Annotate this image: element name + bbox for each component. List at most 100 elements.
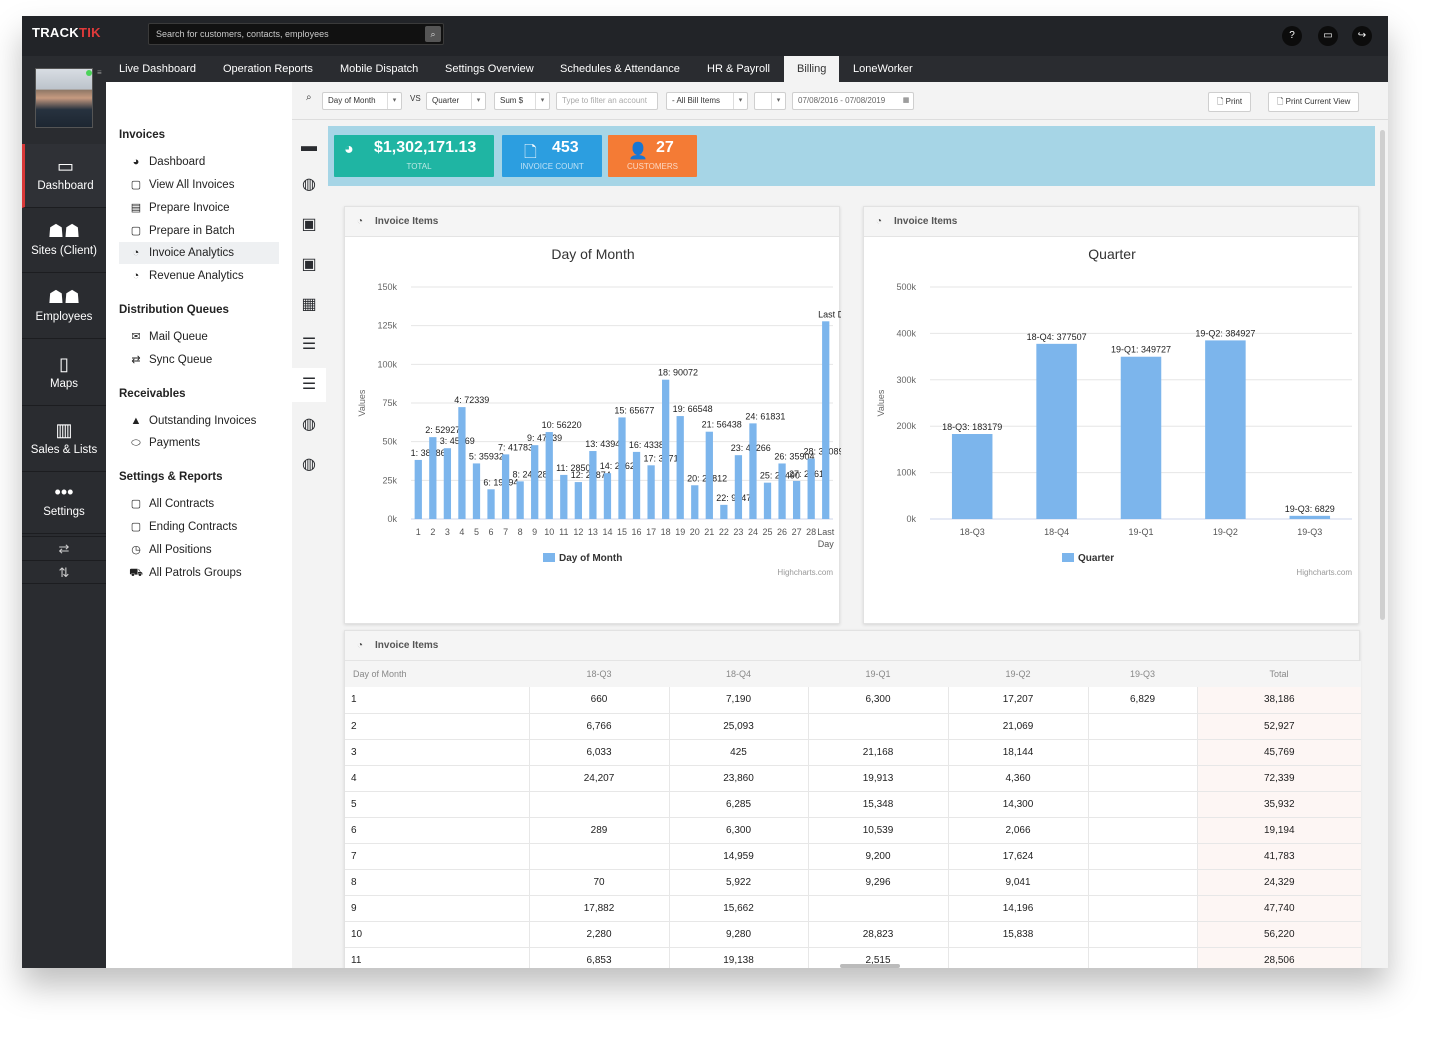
subnav-item-invoice-analytics[interactable]: ◔ Invoice Analytics (119, 242, 279, 264)
sidebar-item-sales-lists[interactable]: ▥ Sales & Lists (22, 408, 106, 472)
calendar-icon[interactable]: ▣ (301, 256, 317, 273)
x-tick-label: 18 (661, 527, 671, 537)
list-icon[interactable]: ☰ (292, 368, 326, 402)
chart-credits: Highcharts.com (1296, 568, 1352, 577)
subnav-item-all-positions[interactable]: ◷ All Positions (119, 539, 279, 561)
sidebar-item-label: Dashboard (37, 180, 94, 192)
tab-billing[interactable]: Billing (784, 56, 840, 82)
tab-operation-reports[interactable]: Operation Reports (223, 63, 313, 75)
globe-icon[interactable]: ◍ (302, 416, 316, 433)
horizontal-scrollbar[interactable] (840, 964, 900, 968)
hamburger-icon[interactable]: ≡ (97, 68, 102, 77)
group-by-select[interactable]: Day of Month ▾ (322, 92, 402, 110)
calendar-icon[interactable]: ▣ (301, 216, 317, 233)
table-cell: 7 (345, 843, 530, 870)
column-header[interactable]: 19-Q1 (808, 661, 948, 687)
list-icon[interactable]: ☰ (301, 336, 317, 353)
subnav-item-revenue-analytics[interactable]: ◔ Revenue Analytics (119, 265, 279, 287)
x-tick-label: 28 (806, 527, 816, 537)
globe-icon[interactable]: ◍ (302, 456, 316, 473)
tab-schedules-attendance[interactable]: Schedules & Attendance (560, 63, 680, 75)
share-icon[interactable]: ↪ (1352, 26, 1372, 46)
column-header[interactable]: Day of Month (345, 661, 529, 687)
tab-live-dashboard[interactable]: Live Dashboard (119, 63, 197, 75)
subnav-item-payments[interactable]: ⬭ Payments (119, 432, 279, 454)
subnav-item-all-contracts[interactable]: ▢ All Contracts (119, 493, 279, 515)
column-header[interactable]: Total (1197, 661, 1361, 687)
bar (487, 489, 495, 519)
bill-items-select[interactable]: - All Bill Items ▾ (666, 92, 748, 110)
compare-by-select[interactable]: Quarter ▾ (426, 92, 486, 110)
table-cell: 289 (529, 817, 670, 844)
chevron-down-icon: ▾ (733, 93, 747, 109)
sidebar-item-maps[interactable]: ▯ Maps (22, 342, 106, 406)
subnav-item-all-patrols-groups[interactable]: ⛟ All Patrols Groups (119, 562, 279, 584)
table-cell: 14,300 (948, 791, 1089, 818)
swap-vertical-icon[interactable]: ⇅ (22, 560, 106, 584)
bar (531, 445, 539, 519)
globe-icon[interactable]: ◍ (302, 176, 316, 193)
aggregate-select[interactable]: Sum $ ▾ (494, 92, 550, 110)
data-label: 22: 9147 (716, 493, 751, 503)
subnav-item-prepare-in-batch[interactable]: ▢ Prepare in Batch (119, 220, 279, 242)
x-tick-label: Day (818, 539, 835, 549)
table-cell: 11 (345, 947, 530, 968)
sidebar-item-employees[interactable]: ☗☗ Employees (22, 275, 106, 339)
account-filter-input[interactable]: Type to filter an account (556, 92, 658, 110)
data-label: 19-Q2: 384927 (1195, 328, 1255, 338)
sidebar-item-settings[interactable]: ••• Settings (22, 470, 106, 534)
subnav-item-mail-queue[interactable]: ✉ Mail Queue (119, 326, 279, 348)
subnav-item-ending-contracts[interactable]: ▢ Ending Contracts (119, 516, 279, 538)
tab-mobile-dispatch[interactable]: Mobile Dispatch (340, 63, 419, 75)
table-cell: 17,882 (529, 895, 670, 922)
swap-horizontal-icon[interactable]: ⇄ (22, 536, 106, 560)
grid-icon[interactable]: ▦ (301, 296, 317, 313)
x-tick-label: 23 (733, 527, 743, 537)
bar (807, 458, 815, 519)
print-button[interactable]: 🗋 Print (1208, 92, 1252, 112)
table-cell: 8 (345, 869, 530, 896)
subnav-item-prepare-invoice[interactable]: ▤ Prepare Invoice (119, 197, 279, 219)
search-icon[interactable]: ⌕ (425, 26, 441, 42)
bar (1289, 515, 1331, 519)
x-tick-label: 27 (792, 527, 802, 537)
subnav-item-sync-queue[interactable]: ⇄ Sync Queue (119, 349, 279, 371)
extra-select[interactable]: ▾ (754, 92, 786, 110)
tab-loneworker[interactable]: LoneWorker (853, 63, 913, 75)
y-tick-label: 0k (906, 514, 916, 524)
vertical-scrollbar[interactable] (1380, 130, 1385, 620)
table-cell (1088, 713, 1198, 740)
chevron-down-icon: ▾ (771, 93, 785, 109)
column-header[interactable]: 18-Q3 (529, 661, 669, 687)
subnav-item-view-all-invoices[interactable]: ▢ View All Invoices (119, 174, 279, 196)
print-current-view-button[interactable]: 🗋 Print Current View (1268, 92, 1360, 112)
column-header[interactable]: 19-Q2 (948, 661, 1088, 687)
tab-settings-overview[interactable]: Settings Overview (445, 63, 534, 75)
global-search-input[interactable]: Search for customers, contacts, employee… (148, 23, 444, 45)
tracktik-logo[interactable]: TRACKTIK (32, 25, 101, 40)
app-window: TRACKTIK Search for customers, contacts,… (22, 16, 1388, 968)
bar (516, 481, 524, 519)
y-tick-label: 50k (382, 437, 397, 447)
column-header[interactable]: 19-Q3 (1088, 661, 1197, 687)
table-cell (1088, 895, 1198, 922)
y-tick-label: 300k (896, 375, 916, 385)
table-row: 11 6,853 19,138 2,515 28,506 (345, 947, 1361, 968)
subnav-item-dashboard[interactable]: ◕ Dashboard (119, 151, 279, 173)
tab-hr-payroll[interactable]: HR & Payroll (707, 63, 770, 75)
table-cell: 7,190 (669, 687, 809, 714)
chevron-down-icon: ▾ (387, 93, 401, 109)
help-icon[interactable]: ? (1282, 26, 1302, 46)
search-icon[interactable]: ⌕ (306, 92, 312, 103)
table-cell: 17,624 (948, 843, 1089, 870)
display-icon[interactable]: ▭ (1318, 26, 1338, 46)
sidebar-item-dashboard[interactable]: ▭ Dashboard (22, 144, 106, 208)
date-range-input[interactable]: 07/08/2016 - 07/08/2019 ▦ (792, 92, 914, 110)
sidebar-item-sites[interactable]: ☗☗ Sites (Client) (22, 209, 106, 273)
sidebar-item-label: Employees (35, 311, 93, 323)
box-icon[interactable]: ▬ (301, 138, 317, 155)
user-profile[interactable]: ≡ (22, 56, 106, 140)
column-header[interactable]: 18-Q4 (669, 661, 808, 687)
subnav-item-outstanding-invoices[interactable]: ▲ Outstanding Invoices (119, 410, 279, 432)
avatar[interactable] (35, 68, 93, 128)
